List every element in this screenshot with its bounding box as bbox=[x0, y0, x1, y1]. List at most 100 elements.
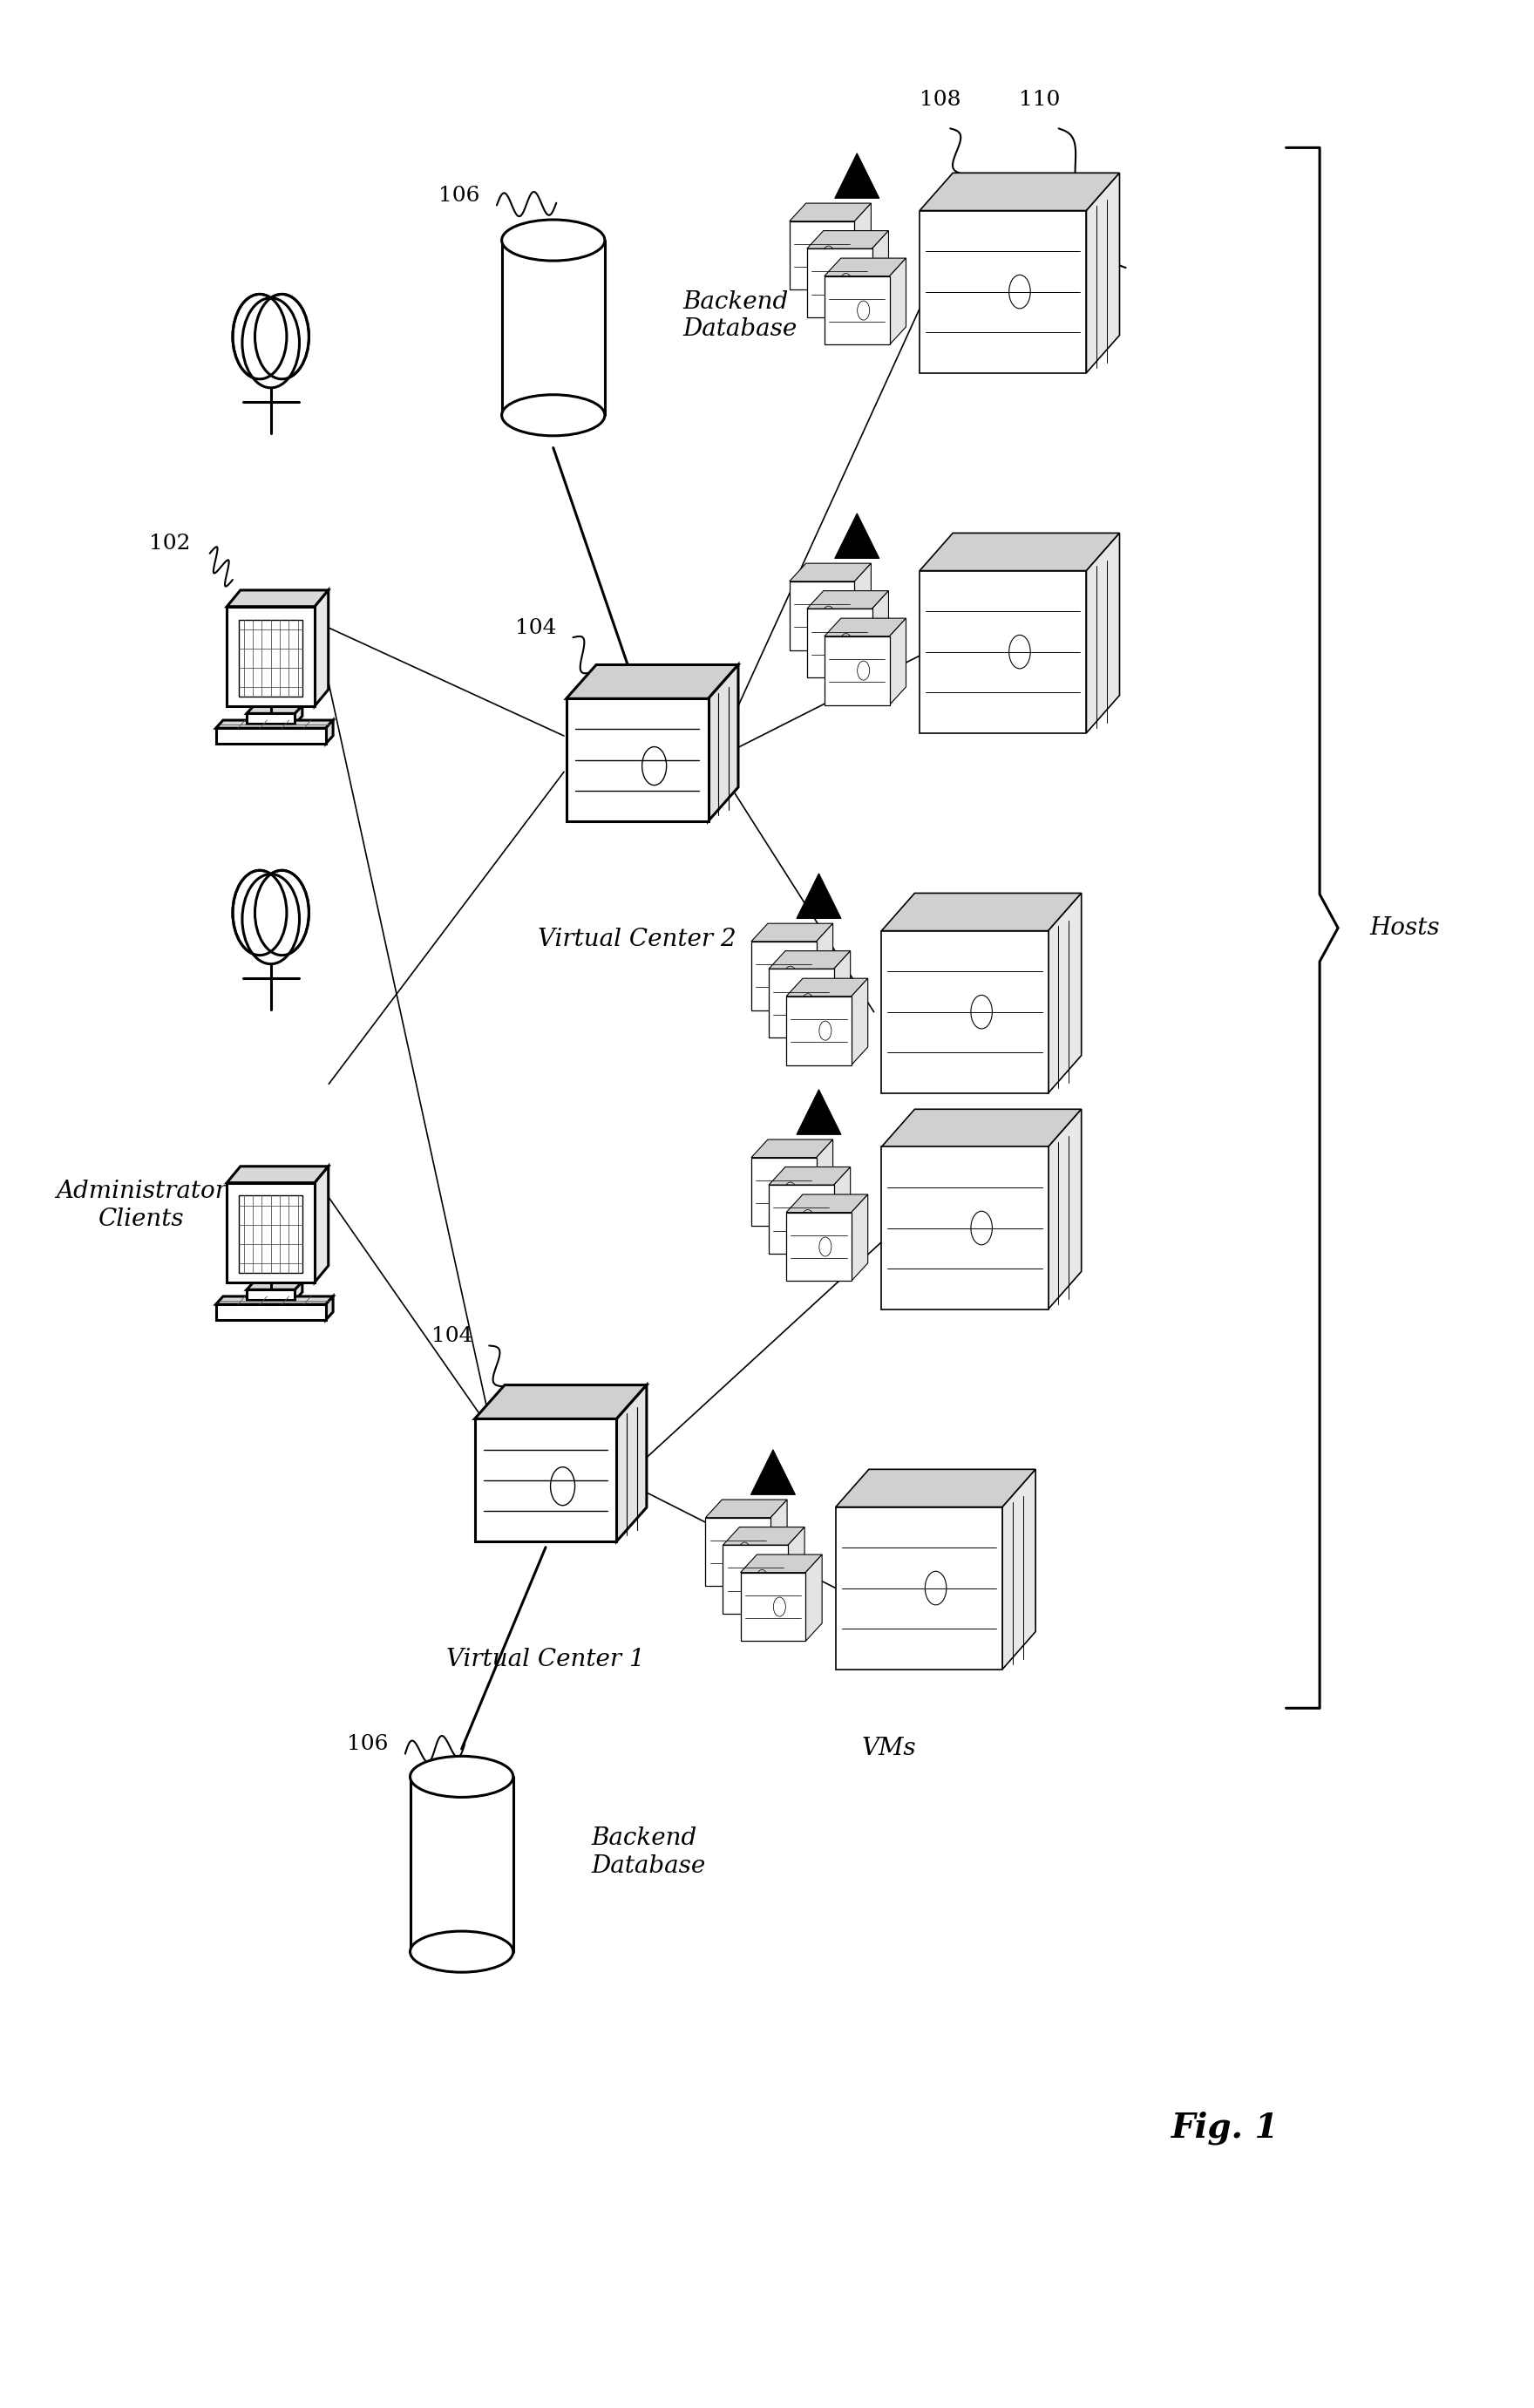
Polygon shape bbox=[1048, 1110, 1081, 1310]
Text: 104: 104 bbox=[515, 619, 557, 638]
Polygon shape bbox=[920, 173, 1120, 209]
Polygon shape bbox=[227, 1182, 314, 1281]
Text: 106: 106 bbox=[439, 185, 480, 205]
Polygon shape bbox=[787, 997, 851, 1064]
Polygon shape bbox=[227, 1165, 328, 1182]
Text: 102: 102 bbox=[149, 535, 190, 554]
Polygon shape bbox=[854, 202, 871, 289]
Polygon shape bbox=[882, 1110, 1081, 1146]
Polygon shape bbox=[709, 665, 738, 821]
Text: 108: 108 bbox=[920, 89, 962, 111]
Polygon shape bbox=[769, 968, 834, 1038]
Polygon shape bbox=[805, 1556, 822, 1642]
Polygon shape bbox=[834, 1168, 850, 1255]
Polygon shape bbox=[247, 706, 302, 713]
Polygon shape bbox=[769, 951, 850, 968]
Polygon shape bbox=[788, 1527, 804, 1613]
Polygon shape bbox=[1048, 893, 1081, 1093]
Polygon shape bbox=[566, 665, 738, 698]
Polygon shape bbox=[790, 580, 854, 650]
Polygon shape bbox=[787, 978, 868, 997]
Polygon shape bbox=[824, 277, 890, 344]
Polygon shape bbox=[920, 209, 1086, 373]
Polygon shape bbox=[787, 1211, 851, 1281]
Polygon shape bbox=[769, 1168, 850, 1185]
Polygon shape bbox=[790, 202, 871, 222]
Polygon shape bbox=[851, 978, 868, 1064]
Ellipse shape bbox=[410, 1755, 514, 1796]
Polygon shape bbox=[325, 1296, 333, 1320]
Text: Backend
Database: Backend Database bbox=[683, 291, 798, 342]
Polygon shape bbox=[314, 590, 328, 706]
Circle shape bbox=[255, 869, 308, 956]
Bar bbox=[239, 1197, 302, 1274]
Text: Virtual Center 2: Virtual Center 2 bbox=[538, 927, 736, 951]
Polygon shape bbox=[216, 1305, 325, 1320]
Polygon shape bbox=[836, 1469, 1035, 1507]
Polygon shape bbox=[824, 636, 890, 706]
Polygon shape bbox=[617, 1385, 647, 1541]
Polygon shape bbox=[882, 932, 1048, 1093]
Polygon shape bbox=[723, 1527, 804, 1546]
Polygon shape bbox=[796, 1088, 841, 1134]
Polygon shape bbox=[566, 698, 709, 821]
Polygon shape bbox=[247, 1291, 295, 1300]
Polygon shape bbox=[474, 1418, 617, 1541]
Polygon shape bbox=[790, 222, 854, 289]
Polygon shape bbox=[834, 154, 879, 197]
Polygon shape bbox=[807, 248, 871, 318]
Polygon shape bbox=[1002, 1469, 1035, 1669]
Text: 110: 110 bbox=[1019, 89, 1060, 111]
Polygon shape bbox=[723, 1546, 788, 1613]
Polygon shape bbox=[790, 563, 871, 580]
Polygon shape bbox=[890, 258, 907, 344]
Text: Virtual Center 1: Virtual Center 1 bbox=[446, 1647, 644, 1671]
Polygon shape bbox=[295, 1281, 302, 1300]
Polygon shape bbox=[325, 720, 333, 744]
Polygon shape bbox=[227, 607, 314, 706]
Polygon shape bbox=[890, 619, 907, 706]
Polygon shape bbox=[216, 720, 333, 727]
Polygon shape bbox=[227, 590, 328, 607]
Text: Administrator
Clients: Administrator Clients bbox=[55, 1180, 227, 1230]
Polygon shape bbox=[824, 258, 907, 277]
Polygon shape bbox=[834, 513, 879, 559]
Polygon shape bbox=[770, 1500, 787, 1587]
Text: Backend
Database: Backend Database bbox=[592, 1828, 706, 1878]
Polygon shape bbox=[741, 1572, 805, 1642]
Polygon shape bbox=[752, 1139, 833, 1158]
Polygon shape bbox=[752, 922, 833, 942]
Polygon shape bbox=[1086, 173, 1120, 373]
Text: 106: 106 bbox=[347, 1734, 388, 1753]
Polygon shape bbox=[807, 231, 888, 248]
Polygon shape bbox=[750, 1450, 795, 1495]
Text: Hosts: Hosts bbox=[1370, 915, 1440, 939]
Polygon shape bbox=[247, 1281, 302, 1291]
Polygon shape bbox=[920, 571, 1086, 732]
Polygon shape bbox=[816, 1139, 833, 1226]
Polygon shape bbox=[216, 1296, 333, 1305]
Circle shape bbox=[242, 299, 299, 388]
Polygon shape bbox=[836, 1507, 1002, 1669]
Polygon shape bbox=[247, 713, 295, 725]
Bar bbox=[239, 619, 302, 696]
Polygon shape bbox=[706, 1500, 787, 1517]
Polygon shape bbox=[807, 609, 871, 677]
Polygon shape bbox=[816, 922, 833, 1009]
Ellipse shape bbox=[410, 1931, 514, 1972]
Polygon shape bbox=[752, 942, 816, 1009]
Polygon shape bbox=[834, 951, 850, 1038]
Text: 104: 104 bbox=[431, 1327, 472, 1346]
Polygon shape bbox=[1086, 532, 1120, 732]
Polygon shape bbox=[474, 1385, 647, 1418]
Polygon shape bbox=[920, 532, 1120, 571]
Polygon shape bbox=[216, 727, 325, 744]
Circle shape bbox=[242, 874, 299, 963]
Polygon shape bbox=[787, 1194, 868, 1211]
Polygon shape bbox=[796, 874, 841, 917]
Polygon shape bbox=[295, 706, 302, 725]
Polygon shape bbox=[882, 893, 1081, 932]
Circle shape bbox=[233, 869, 287, 956]
Polygon shape bbox=[807, 590, 888, 609]
Ellipse shape bbox=[502, 219, 604, 260]
